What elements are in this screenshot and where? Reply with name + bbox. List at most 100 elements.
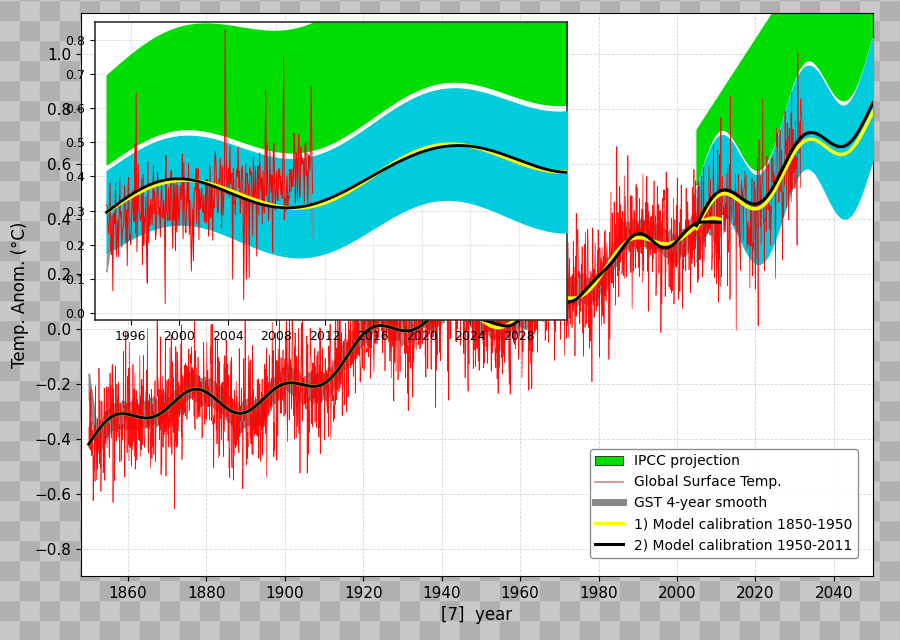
Bar <box>180 480 200 500</box>
Bar <box>720 480 740 500</box>
Bar <box>160 0 180 20</box>
Bar <box>580 160 600 180</box>
Bar <box>720 560 740 580</box>
Bar <box>460 260 480 280</box>
Bar <box>60 380 80 400</box>
Bar <box>20 140 40 160</box>
Bar <box>420 580 440 600</box>
Bar <box>880 140 900 160</box>
Bar <box>640 480 660 500</box>
Bar <box>840 320 860 340</box>
Bar <box>620 40 640 60</box>
Bar <box>160 180 180 200</box>
Bar <box>300 540 320 560</box>
Bar <box>340 180 360 200</box>
Bar <box>320 60 340 80</box>
Bar <box>460 340 480 360</box>
Bar <box>660 120 680 140</box>
Bar <box>780 540 800 560</box>
Bar <box>300 520 320 540</box>
Bar <box>100 460 120 480</box>
Bar <box>500 180 520 200</box>
Bar <box>220 360 240 380</box>
Bar <box>300 20 320 40</box>
Bar <box>300 100 320 120</box>
Bar <box>560 420 580 440</box>
Bar <box>700 520 720 540</box>
Bar <box>720 520 740 540</box>
Bar <box>620 100 640 120</box>
Bar <box>60 480 80 500</box>
Bar <box>300 280 320 300</box>
Bar <box>240 280 260 300</box>
Bar <box>120 440 140 460</box>
Bar <box>120 160 140 180</box>
Bar <box>680 80 700 100</box>
Bar <box>880 600 900 620</box>
Bar <box>300 560 320 580</box>
Bar <box>460 320 480 340</box>
Bar <box>100 40 120 60</box>
Bar <box>340 60 360 80</box>
Bar <box>60 40 80 60</box>
Bar <box>240 460 260 480</box>
Bar <box>840 480 860 500</box>
Bar <box>240 0 260 20</box>
Bar <box>340 320 360 340</box>
Bar <box>260 40 280 60</box>
Bar <box>300 420 320 440</box>
Bar <box>0 340 20 360</box>
Bar <box>40 540 60 560</box>
Bar <box>720 300 740 320</box>
Bar <box>320 280 340 300</box>
Bar <box>420 240 440 260</box>
Bar <box>780 360 800 380</box>
Bar <box>360 400 380 420</box>
Bar <box>320 520 340 540</box>
Bar <box>40 620 60 640</box>
Bar <box>880 180 900 200</box>
Bar <box>780 320 800 340</box>
Bar <box>800 240 820 260</box>
Bar <box>80 580 100 600</box>
Bar <box>300 200 320 220</box>
Bar <box>40 560 60 580</box>
Bar <box>240 240 260 260</box>
Bar <box>140 360 160 380</box>
Bar <box>540 580 560 600</box>
Bar <box>180 560 200 580</box>
Bar <box>80 460 100 480</box>
Bar <box>500 100 520 120</box>
Bar <box>560 360 580 380</box>
Bar <box>380 140 400 160</box>
Bar <box>380 280 400 300</box>
Bar <box>740 40 760 60</box>
Bar <box>720 200 740 220</box>
Bar <box>440 340 460 360</box>
Bar <box>740 360 760 380</box>
Bar <box>320 560 340 580</box>
Legend: IPCC projection, Global Surface Temp., GST 4-year smooth, 1) Model calibration 1: IPCC projection, Global Surface Temp., G… <box>590 449 858 558</box>
Bar <box>260 460 280 480</box>
Bar <box>760 460 780 480</box>
Bar <box>380 560 400 580</box>
Bar <box>420 620 440 640</box>
Bar <box>600 320 620 340</box>
Bar <box>460 440 480 460</box>
Bar <box>540 240 560 260</box>
Bar <box>480 80 500 100</box>
Bar <box>100 620 120 640</box>
Bar <box>660 400 680 420</box>
Bar <box>500 520 520 540</box>
Bar <box>140 620 160 640</box>
Bar <box>260 300 280 320</box>
Bar <box>520 260 540 280</box>
Bar <box>40 300 60 320</box>
Bar <box>600 300 620 320</box>
Bar <box>0 620 20 640</box>
Bar <box>40 260 60 280</box>
Bar <box>560 520 580 540</box>
Bar <box>120 340 140 360</box>
Bar <box>320 600 340 620</box>
Bar <box>780 280 800 300</box>
